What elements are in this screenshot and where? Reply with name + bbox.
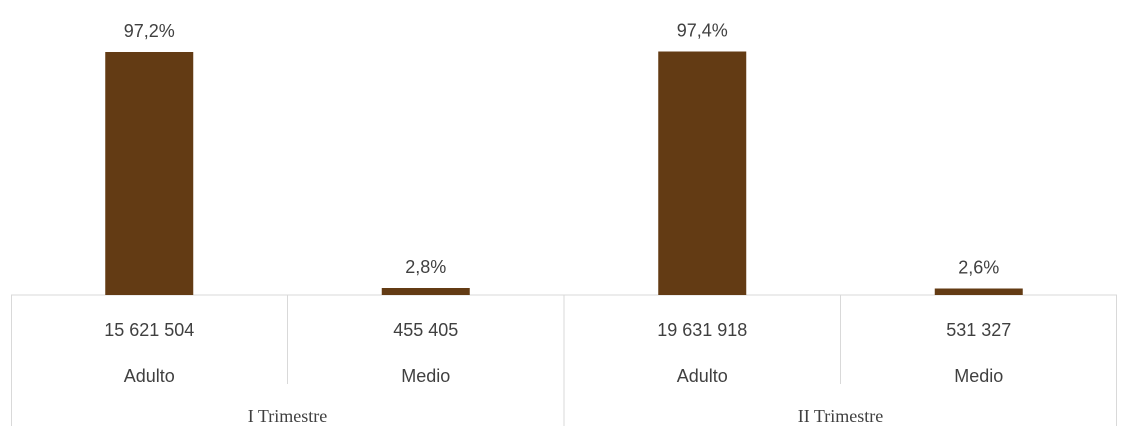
axis-layer [11, 294, 1117, 426]
tick-label-name-2-2: Medio [954, 366, 1003, 386]
tick-label-name-1-2: Medio [401, 366, 450, 386]
bar-1-2 [381, 288, 470, 295]
tick-label-count-2-2: 531 327 [946, 320, 1011, 340]
bar-1-1 [105, 52, 194, 295]
bars-layer [105, 51, 1023, 295]
data-label-1-1: 97,2% [124, 21, 175, 41]
tick-label-count-1-1: 15 621 504 [104, 320, 194, 340]
tick-label-name-2-1: Adulto [677, 366, 728, 386]
tick-label-name-1-1: Adulto [124, 366, 175, 386]
group-label-1: I Trimestre [248, 406, 328, 426]
bar-2-2 [934, 288, 1023, 295]
tick-label-count-2-1: 19 631 918 [657, 320, 747, 340]
data-label-1-2: 2,8% [405, 257, 446, 277]
group-label-2: II Trimestre [798, 406, 884, 426]
labels-layer: 97,2% 15 621 504 Adulto 2,8% 455 405 Medio I T… [104, 21, 1011, 426]
bar-2-1 [658, 51, 747, 295]
data-label-2-1: 97,4% [677, 21, 728, 41]
data-label-2-2: 2,6% [958, 258, 999, 278]
tick-label-count-1-2: 455 405 [393, 320, 458, 340]
